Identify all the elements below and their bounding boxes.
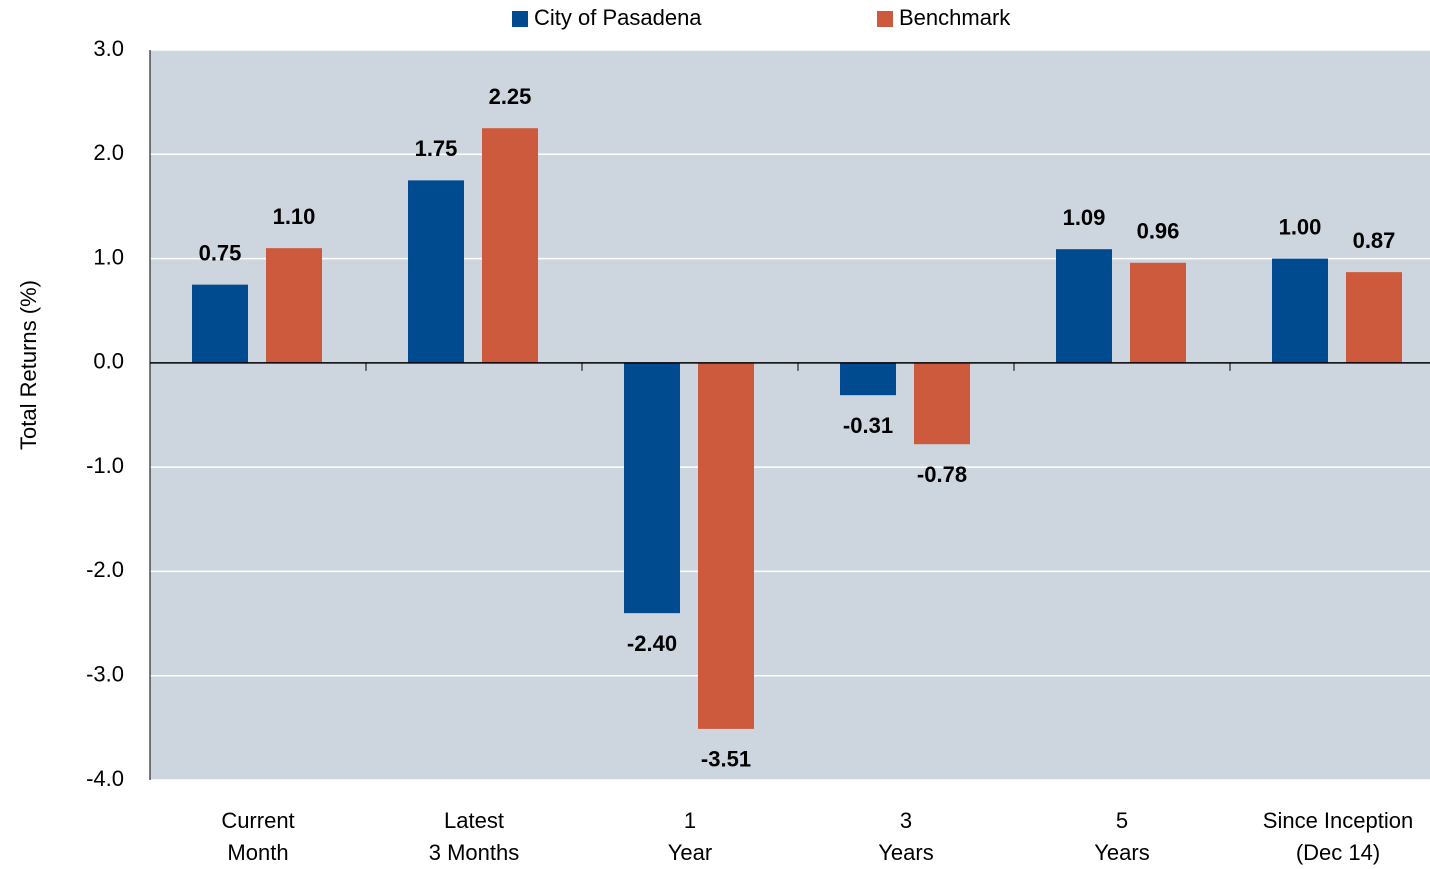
bar: [266, 248, 322, 363]
legend-swatch: [512, 11, 528, 27]
value-label: -2.40: [627, 631, 677, 656]
value-label: -0.78: [917, 462, 967, 487]
x-tick-label: Since Inception: [1263, 808, 1413, 833]
legend-label: Benchmark: [899, 5, 1011, 30]
y-tick-label: 3.0: [93, 36, 124, 61]
y-tick-label: 0.0: [93, 349, 124, 374]
bar: [914, 362, 970, 445]
bar: [408, 180, 464, 363]
x-tick-label: Current: [221, 808, 294, 833]
value-label: 1.09: [1063, 205, 1106, 230]
value-label: -3.51: [701, 747, 751, 772]
x-tick-label: Years: [878, 840, 933, 865]
bar: [1346, 272, 1402, 363]
value-label: 0.75: [199, 240, 242, 265]
value-label: 1.00: [1279, 214, 1322, 239]
bar: [1130, 262, 1186, 363]
y-axis-label: Total Returns (%): [16, 280, 41, 450]
x-tick-label: (Dec 14): [1296, 840, 1380, 865]
y-tick-label: -3.0: [86, 662, 124, 687]
x-tick-label: Year: [668, 840, 712, 865]
bar: [698, 362, 754, 729]
value-label: -0.31: [843, 413, 893, 438]
value-label: 1.75: [415, 136, 458, 161]
x-tick-label: Years: [1094, 840, 1149, 865]
value-label: 0.96: [1137, 219, 1180, 244]
y-tick-label: 2.0: [93, 140, 124, 165]
bar: [1056, 249, 1112, 363]
value-label: 1.10: [273, 204, 316, 229]
y-tick-label: 1.0: [93, 244, 124, 269]
plot-area: [150, 50, 1430, 780]
x-tick-label: 3: [900, 808, 912, 833]
y-tick-label: -4.0: [86, 766, 124, 791]
y-tick-label: -1.0: [86, 453, 124, 478]
bar: [624, 362, 680, 614]
legend-swatch: [877, 11, 893, 27]
x-tick-label: Latest: [444, 808, 504, 833]
bar: [482, 128, 538, 363]
x-tick-label: 3 Months: [429, 840, 520, 865]
bar: [840, 362, 896, 396]
x-tick-label: Month: [227, 840, 288, 865]
legend-label: City of Pasadena: [534, 5, 702, 30]
x-tick-label: 5: [1116, 808, 1128, 833]
value-label: 0.87: [1353, 228, 1396, 253]
bar: [192, 284, 248, 363]
y-tick-label: -2.0: [86, 557, 124, 582]
value-label: 2.25: [489, 84, 532, 109]
x-tick-label: 1: [684, 808, 696, 833]
bar: [1272, 258, 1328, 363]
